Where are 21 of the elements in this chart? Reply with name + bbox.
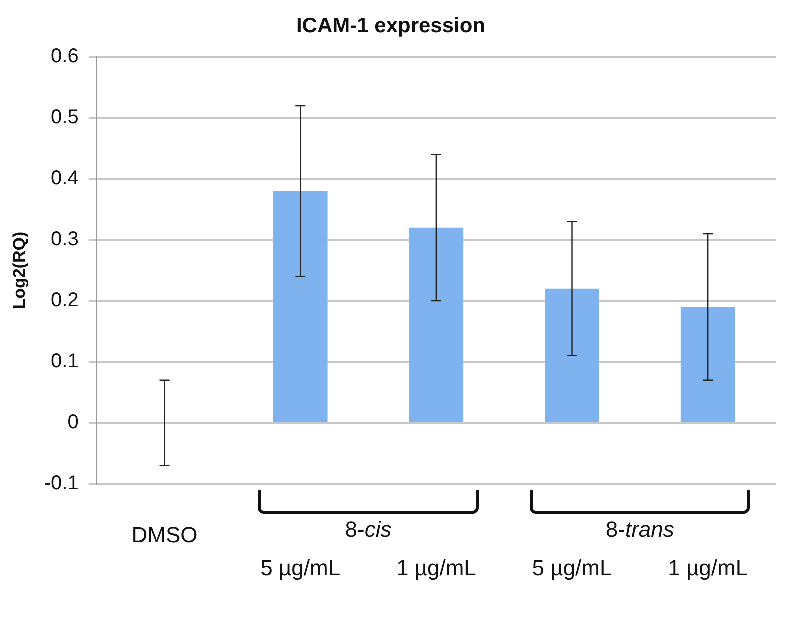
x-tick-label: 5 µg/mL [260, 556, 341, 581]
y-tick-label: 0.6 [51, 46, 79, 68]
x-tick-label: 1 µg/mL [396, 556, 476, 581]
y-tick-label: 0.1 [51, 350, 79, 373]
text: 8-cis [345, 517, 392, 542]
y-tick-label: 0 [68, 412, 79, 434]
y-tick-label: -0.1 [44, 472, 79, 495]
text: 8-trans [606, 517, 674, 542]
bar [273, 191, 328, 422]
x-tick-label: 5 µg/mL [532, 556, 612, 581]
x-tick-label: 1 µg/mL [668, 556, 748, 581]
y-tick-label: 0.3 [51, 228, 79, 251]
y-tick-label: 0.2 [51, 290, 79, 312]
x-tick-label: DMSO [132, 522, 198, 548]
y-tick-label: 0.5 [51, 106, 79, 129]
y-tick-label: 0.4 [51, 168, 79, 190]
bar [409, 228, 464, 422]
y-axis-title: Log2(RQ) [10, 232, 29, 310]
bar [680, 307, 736, 422]
bar [545, 288, 600, 422]
chart-title: ICAM-1 expression [296, 14, 486, 38]
